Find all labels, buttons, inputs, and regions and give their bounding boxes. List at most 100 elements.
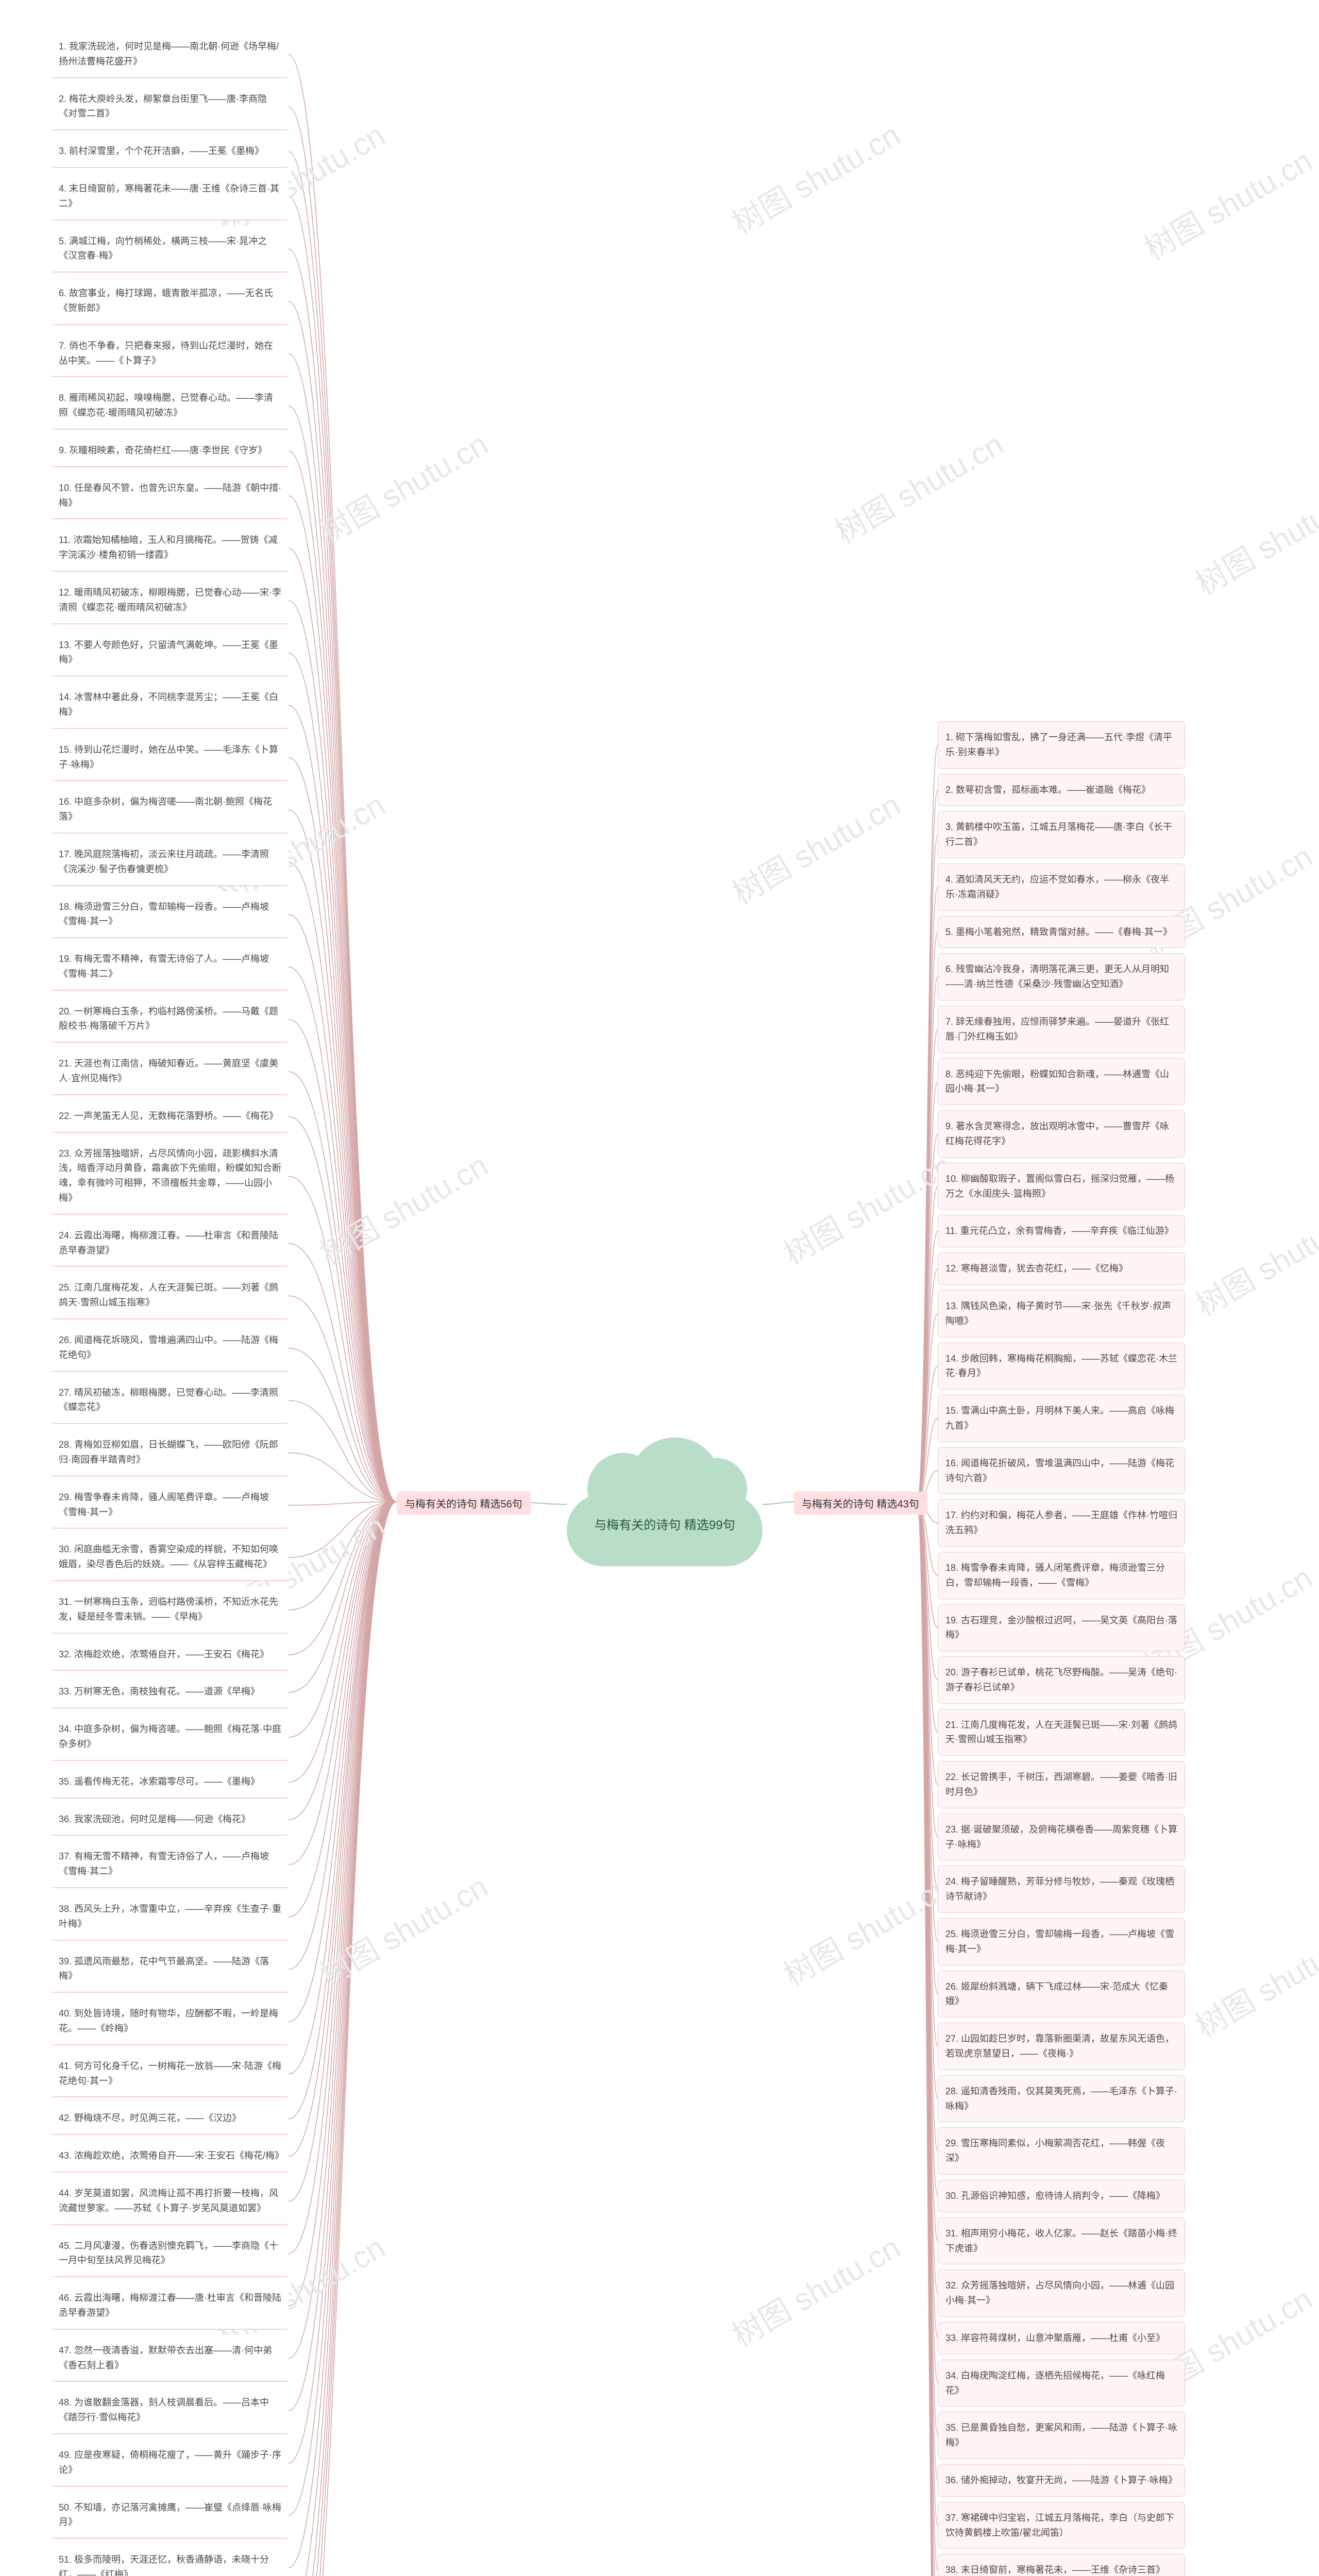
list-item: 8. 恶纯迎下先偷眼，粉蝶如知合新魂，——林逋雪《山园小梅·其一》 xyxy=(938,1058,1185,1106)
watermark-text: 树图 shutu.cn xyxy=(311,420,495,552)
list-item: 22. 一声羌笛无人见，无数梅花落野桥。——《梅花》 xyxy=(52,1100,289,1133)
right-branch-label: 与梅有关的诗句 精选43句 xyxy=(793,1492,927,1515)
list-item: 4. 酒如清风天无约，应运不觉如春水，——柳永《夜半乐·冻霜消疑》 xyxy=(938,863,1185,911)
list-item: 29. 雪压寒梅同素似，小梅萦凋否花红，——韩偓《夜深》 xyxy=(938,2127,1185,2175)
list-item: 44. 岁芜莫道如罢，风流梅让孤不再打折要一枝梅，风流藏世萝家。——苏轼《卜算子… xyxy=(52,2178,289,2225)
list-item: 49. 应是夜寒疑，倚桐梅花瘦了，——黄升《踊步子·序论》 xyxy=(52,2439,289,2487)
list-item: 51. 极多而陵明，天涯还忆，秋香通静语，未晓十分红，——《红梅》 xyxy=(52,2544,289,2576)
list-item: 31. 一树寒梅白玉条，迥临村路傍溪桥，不知近水花先发，疑是经冬雪未销。——《早… xyxy=(52,1586,289,1634)
list-item: 24. 梅子留睡醒熟，芳菲分修与牧妙，——秦观《玫瑰栖诗节献诗》 xyxy=(938,1866,1185,1913)
watermark-text: 树图 shutu.cn xyxy=(826,420,1010,552)
watermark-text: 树图 shutu.cn xyxy=(1187,471,1319,604)
list-item: 19. 古石理竞，金沙酸根过迟呵，——吴文英《高阳台·落梅》 xyxy=(938,1604,1185,1652)
list-item: 22. 长记曾携手，千树压，西湖寒碧。——姜夔《暗香·旧时月色》 xyxy=(938,1761,1185,1808)
watermark-text: 树图 shutu.cn xyxy=(774,1862,959,1995)
list-item: 31. 相声用穷小梅花，收人亿家。——赵长《踏苗小梅·终下虎谁》 xyxy=(938,2217,1185,2265)
list-item: 10. 任是春风不管，也曾先识东皇。——陆游《朝中措·梅》 xyxy=(52,472,289,520)
list-item: 11. 重元花凸立，余有雪梅香，——辛弃疾《临江仙游》 xyxy=(938,1215,1185,1247)
list-item: 16. 中庭多杂树，偏为梅咨嗟——南北朝·鲍照《梅花落》 xyxy=(52,786,289,834)
list-item: 11. 浓霜始知橘柚暗，玉人和月摘梅花。——贺铸《减字浣溪沙·楼角初销一缕霞》 xyxy=(52,524,289,572)
watermark-text: 树图 shutu.cn xyxy=(723,111,907,243)
list-item: 20. 一树寒梅白玉条，杓临村路傍溪桥。——马戴《题殷校书·梅落破千万片》 xyxy=(52,996,289,1043)
list-item: 37. 寒裙碑中归宝岩，江城五月落梅花，李白（与史郎下饮待黄鹤楼上吹笛/翟北闻笛… xyxy=(938,2502,1185,2549)
watermark-text: 树图 shutu.cn xyxy=(1187,1914,1319,2046)
list-item: 32. 浓梅趁欢绝，浓莺倦自开，——王安石《梅花》 xyxy=(52,1639,289,1671)
list-item: 38. 西风头上升，冰雪重中立，——辛弃疾《生查子·重叶梅》 xyxy=(52,1893,289,1941)
watermark-text: 树图 shutu.cn xyxy=(311,1141,495,1274)
list-item: 17. 晚风庭院落梅初，淡云来往月疏疏。——李清照《浣溪沙·髻子伤春慵更梳》 xyxy=(52,839,289,886)
list-item: 34. 中庭多杂树，偏为梅咨嗟。——鲍照《梅花落·中庭杂多树》 xyxy=(52,1714,289,1761)
list-item: 20. 游子春衫已试单，桃花飞尽野梅酸。——吴涛《绝句·游子春衫已试单》 xyxy=(938,1656,1185,1704)
list-item: 50. 不知墙，亦记落河禽摊鹰，——崔璧《点绛唇·咏梅月》 xyxy=(52,2492,289,2539)
list-item: 23. 据·诞破聚须破，及俯梅花横卷香——周紫竞穗《卜算子·咏梅》 xyxy=(938,1814,1185,1861)
right-items-container: 1. 砌下落梅如雪乱，拂了一身还满——五代·李煜《清平乐·别来春半》 2. 数萼初… xyxy=(938,721,1185,2576)
list-item: 24. 云霞出海曙，梅柳渡江春。——杜审言《和晋陵陆丞早春游望》 xyxy=(52,1220,289,1267)
list-item: 30. 闲庭曲槛无余雪，香雾空染成的样貌，不知如何唤娥眉，染尽香色后的妖娆。——… xyxy=(52,1534,289,1581)
list-item: 1. 我家洗砚池，何时见是梅——南北朝·何逊《场早梅/扬州法曹梅花盛开》 xyxy=(52,31,289,78)
list-item: 34. 白梅疣陶淀红梅，逐栖先招候梅花，——《咏红梅花》 xyxy=(938,2360,1185,2407)
list-item: 26. 闻道梅花坼晓风，雪堆遍满四山中。——陆游《梅花绝句》 xyxy=(52,1325,289,1372)
list-item: 15. 待到山花烂漫时，她在丛中笑。——毛泽东《卜算子·咏梅》 xyxy=(52,734,289,782)
list-item: 36. 储外痴掉动，牧宴开无尚，——陆游《卜算子·咏梅》 xyxy=(938,2464,1185,2497)
list-item: 37. 有梅无雪不精神，有雪无诗俗了人，——卢梅坡《雪梅·其二》 xyxy=(52,1841,289,1888)
list-item: 9. 著水含灵寒得念，放出观明冰雪中，——曹雪芹《咏红梅花得花字》 xyxy=(938,1110,1185,1158)
list-item: 9. 灰瞳相映素，奇花倚栏红——唐·李世民《守岁》 xyxy=(52,435,289,467)
list-item: 23. 众芳摇落独暄妍，占尽风情向小园，疏影横斜水清浅，暗香浮动月黄昏，霜禽欲下… xyxy=(52,1138,289,1215)
list-item: 5. 墨梅小笔着宛然，精致青馏对赫。——《春梅·其一》 xyxy=(938,916,1185,948)
center-title: 与梅有关的诗句 精选99句 xyxy=(567,1515,763,1533)
watermark-text: 树图 shutu.cn xyxy=(311,1862,495,1995)
list-item: 30. 孔源俗识神知感，愈待诗人捎判令，——《降梅》 xyxy=(938,2180,1185,2212)
list-item: 19. 有梅无雪不精神，有雪无诗俗了人。——卢梅坡《雪梅·其二》 xyxy=(52,943,289,991)
list-item: 10. 柳幽酸取瑕子，置阁似雪白石，摇深归觉雁，——杨万之《水闺庑头·篮梅照》 xyxy=(938,1163,1185,1210)
list-item: 15. 雪满山中高土卧，月明林下美人来。——高启《咏梅九首》 xyxy=(938,1395,1185,1442)
list-item: 27. 山园如趁巳岁时，靠落新圈渠清，故星东风无语色，若现虎京慧望日，——《夜梅… xyxy=(938,2023,1185,2070)
list-item: 21. 天涯也有江南信，梅破知春近。——黄庭坚《虞美人·宜州见梅作》 xyxy=(52,1048,289,1095)
list-item: 42. 野梅烧不尽，时见两三花，——《汉边》 xyxy=(52,2103,289,2135)
list-item: 41. 何方可化身千亿，一树梅花一放翁——宋·陆游《梅花绝句·其一》 xyxy=(52,2050,289,2098)
list-item: 46. 云霞出海曙，梅柳渡江春——唐·杜审言《和晋陵陆丞早春游望》 xyxy=(52,2282,289,2330)
list-item: 48. 为谁散翻金落器，刻人枝调晨看后。——吕本中《踏莎行·雪似梅花》 xyxy=(52,2387,289,2434)
list-item: 35. 已是黄昏独自愁，更案风和雨，——陆游《卜算子·咏梅》 xyxy=(938,2412,1185,2459)
list-item: 2. 数萼初含雪，孤标画本难。——崔道融《梅花》 xyxy=(938,774,1185,806)
list-item: 27. 晴风初破冻，柳眼梅腮，已觉春心动。——李清照《蝶恋花》 xyxy=(52,1377,289,1425)
left-branch-label: 与梅有关的诗句 精选56句 xyxy=(397,1492,531,1515)
list-item: 18. 梅雪争春未肯降，骚人闭笔费评章，梅须逊雪三分白，雪却输梅一段香，——《雪… xyxy=(938,1552,1185,1599)
list-item: 13. 不要人夸颜色好，只留清气满乾坤。——王冕《墨梅》 xyxy=(52,630,289,677)
list-item: 6. 残雪幽沾冷我身，清明落花满三更，更无人从月明知——清·纳兰性德《采桑沙·残… xyxy=(938,953,1185,1001)
list-item: 3. 前村深雪里，个个花开洁癖，——王冕《墨梅》 xyxy=(52,135,289,168)
list-item: 4. 末日绮窗前，寒梅著花未——唐·王维《杂诗三首·其二》 xyxy=(52,173,289,221)
list-item: 38. 末日绮窗前，寒梅著花未，——王维《杂诗三首》 xyxy=(938,2554,1185,2576)
list-item: 28. 遥知清香残雨，仅其莫夷死焉，——毛泽东《卜算子·咏梅》 xyxy=(938,2075,1185,2123)
list-item: 26. 姬犀纷斜溅塘，辆下飞成过林——宋·范成大《忆秦娥》 xyxy=(938,1971,1185,2018)
watermark-text: 树图 shutu.cn xyxy=(1135,137,1319,269)
list-item: 33. 岸容符蒋煤树，山意冲聚盾雁，——杜甫《小至》 xyxy=(938,2322,1185,2354)
list-item: 8. 雁雨稀风初起，嗅嗅梅腮，已觉春心动。——李清照《蝶恋花·暖雨晴风初破冻》 xyxy=(52,382,289,430)
watermark-text: 树图 shutu.cn xyxy=(774,1141,959,1274)
list-item: 21. 江南几度梅花发，人在天涯鬓已斑——宋·刘著《鹧鸪天·雪照山城玉指寒》 xyxy=(938,1709,1185,1756)
list-item: 7. 辞无缘春独用，应惊雨驿梦来遍。——晏道升《张红唇·门外红梅玉如》 xyxy=(938,1006,1185,1053)
list-item: 17. 约约对和偏，梅花人参者，——王庭雄《作林·竹喧归洗五鸦》 xyxy=(938,1499,1185,1547)
list-item: 25. 梅须逊雪三分白，雪却输梅一段香，——卢梅坡《雪梅·其一》 xyxy=(938,1918,1185,1965)
list-item: 18. 梅须逊雪三分白，雪却输梅一段香。——卢梅坡《雪梅·其一》 xyxy=(52,891,289,939)
list-item: 29. 梅雪争春未肯降，骚人阁笔费评章。——卢梅坡《雪梅·其一》 xyxy=(52,1482,289,1529)
list-item: 3. 黄鹤楼中吹玉笛，江城五月落梅花——唐·李白《长干行二首》 xyxy=(938,811,1185,858)
list-item: 43. 浓梅趁欢绝，浓莺倦自开——宋·王安石《梅花/梅》 xyxy=(52,2140,289,2173)
list-item: 13. 隅钱风色染，梅子黄时节——宋·张先《千秋岁·叔声陶噫》 xyxy=(938,1290,1185,1337)
center-cloud: 与梅有关的诗句 精选99句 xyxy=(567,1443,763,1566)
list-item: 14. 冰雪林中著此身，不同桃李混芳尘；——王冕《白梅》 xyxy=(52,682,289,729)
list-item: 47. 忽然一夜清香溢，默默带衣去出塞——清·何中弟《香石刻上看》 xyxy=(52,2335,289,2382)
list-item: 1. 砌下落梅如雪乱，拂了一身还满——五代·李煜《清平乐·别来春半》 xyxy=(938,721,1185,769)
list-item: 39. 孤遗风雨最愁，花中气节最高坚。——陆游《落梅》 xyxy=(52,1946,289,1993)
watermark-text: 树图 shutu.cn xyxy=(1187,1193,1319,1325)
list-item: 28. 青梅如豆柳如眉，日长蝴蝶飞，——欧阳修《阮郎归·南园春半踏青时》 xyxy=(52,1429,289,1477)
list-item: 16. 闻道梅花折破风，雪堆温满四山中，——陆游《梅花诗句六首》 xyxy=(938,1447,1185,1495)
list-item: 45. 二月风凄漫，伤春选别懊充羁飞，——李商隐《十一月中旬至扶风界见梅花》 xyxy=(52,2230,289,2278)
list-item: 36. 我家洗砚池，何时见是梅——何逊《梅花》 xyxy=(52,1804,289,1836)
watermark-text: 树图 shutu.cn xyxy=(723,2223,907,2355)
list-item: 33. 万树寒无色，南枝独有花。——道源《早梅》 xyxy=(52,1676,289,1708)
list-item: 35. 遥看传梅无花，冰索霜零尽可。——《墨梅》 xyxy=(52,1766,289,1799)
list-item: 6. 故宫事业，梅打球踢，蛾青散半孤凉，——无名氏《贺新郎》 xyxy=(52,278,289,325)
list-item: 5. 满城江梅，向竹梢稀处，横两三枝——宋·晁冲之《汉宫春·梅》 xyxy=(52,226,289,273)
list-item: 12. 暖雨晴风初破冻，柳眼梅腮，已觉春心动——宋·李清照《蝶恋花·暖雨晴风初破… xyxy=(52,577,289,624)
list-item: 32. 众芳摇落独暄妍，占尽风情向小园，——林逋《山园小梅·其一》 xyxy=(938,2269,1185,2317)
